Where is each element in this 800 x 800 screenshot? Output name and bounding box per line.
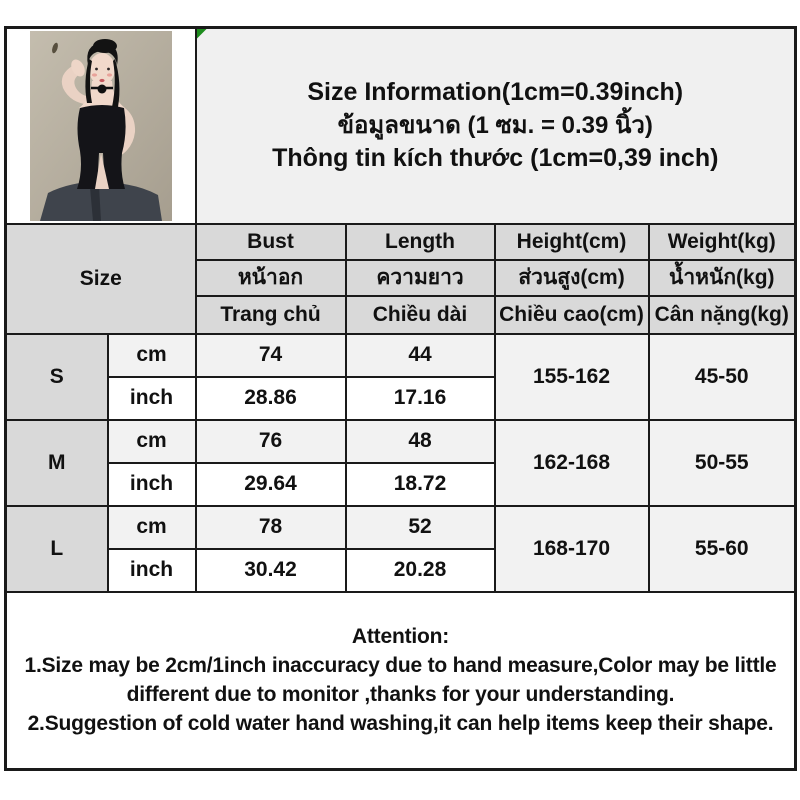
header-row-vi: Trang chủ Chiều dài Chiều cao(cm) Cân nặ… [6,294,797,335]
cell-m-bust-inch: 29.64 [194,461,347,507]
unit-label-inch: inch [106,375,197,421]
cell-l-length-cm: 52 [344,504,496,550]
size-label-l: L [4,504,109,593]
cell-l-weight: 55-60 [647,504,797,593]
cell-m-height: 162-168 [493,418,650,507]
table-row-l-cm: L cm 78 52 168-170 55-60 [4,504,797,593]
header-bust-th: หน้าอก [194,258,347,297]
cell-l-bust-inch: 30.42 [194,547,347,593]
size-header-cell: Size [4,222,197,335]
cell-s-height: 155-162 [493,332,650,421]
header-height-vi: Chiều cao(cm) [493,294,650,335]
unit-label-inch: inch [106,461,197,507]
cell-s-weight: 45-50 [647,332,797,421]
attention-line-1: 1.Size may be 2cm/1inch inaccuracy due t… [24,654,777,707]
unit-label-cm: cm [106,332,197,378]
header-weight-th: น้ำหนัก(kg) [647,258,797,297]
size-label-s: S [4,332,109,421]
cell-s-bust-cm: 74 [194,332,347,378]
title-line-vi: Thông tin kích thước (1cm=0,39 inch) [272,144,719,173]
header-height-en: Height(cm) [493,222,650,261]
model-photo [29,30,172,221]
title-cell: Size Information(1cm=0.39inch) ข้อมูลขนา… [194,26,797,225]
cell-s-length-inch: 17.16 [344,375,496,421]
attention-box: Attention: 1.Size may be 2cm/1inch inacc… [4,590,797,771]
cell-m-length-cm: 48 [344,418,496,464]
table-row-s-inch: inch 28.86 17.16 [6,375,796,421]
cell-m-bust-cm: 76 [194,418,347,464]
header-bust-en: Bust [194,222,347,261]
header-weight-vi: Cân nặng(kg) [647,294,797,335]
header-bust-vi: Trang chủ [194,294,347,335]
cell-s-bust-inch: 28.86 [194,375,347,421]
product-photo-cell [4,26,197,225]
cell-m-weight: 50-55 [647,418,797,507]
size-label-m: M [4,418,109,507]
header-row-en: Size Bust Length Height(cm) Weight(kg) [4,222,797,335]
header-length-en: Length [344,222,496,261]
header-row-th: หน้าอก ความยาว ส่วนสูง(cm) น้ำหนัก(kg) [6,258,797,297]
header-length-vi: Chiều dài [344,294,496,335]
size-table: Size Information(1cm=0.39inch) ข้อมูลขนา… [4,26,797,771]
table-row-s-cm: S cm 74 44 155-162 45-50 [4,332,797,421]
attention-heading: Attention: [351,625,450,649]
title-row: Size Information(1cm=0.39inch) ข้อมูลขนา… [4,26,797,225]
cell-l-bust-cm: 78 [194,504,347,550]
cell-corner-marker-icon [197,29,207,39]
attention-line-2: 2.Suggestion of cold water hand washing,… [27,712,774,736]
title-line-th: ข้อมูลขนาด (1 ซม. = 0.39 นิ้ว) [337,112,653,140]
table-row-l-inch: inch 30.42 20.28 [6,547,796,593]
attention-row: Attention: 1.Size may be 2cm/1inch inacc… [4,590,797,771]
unit-label-cm: cm [106,504,197,550]
size-chart-sheet: Size Information(1cm=0.39inch) ข้อมูลขนา… [4,26,797,771]
cell-s-length-cm: 44 [344,332,496,378]
title-line-en: Size Information(1cm=0.39inch) [307,78,684,107]
header-length-th: ความยาว [344,258,496,297]
header-height-th: ส่วนสูง(cm) [493,258,650,297]
unit-label-inch: inch [106,547,197,593]
table-row-m-inch: inch 29.64 18.72 [6,461,796,507]
cell-m-length-inch: 18.72 [344,461,496,507]
table-row-m-cm: M cm 76 48 162-168 50-55 [4,418,797,507]
unit-label-cm: cm [106,418,197,464]
cell-l-height: 168-170 [493,504,650,593]
cell-l-length-inch: 20.28 [344,547,496,593]
header-weight-en: Weight(kg) [647,222,797,261]
